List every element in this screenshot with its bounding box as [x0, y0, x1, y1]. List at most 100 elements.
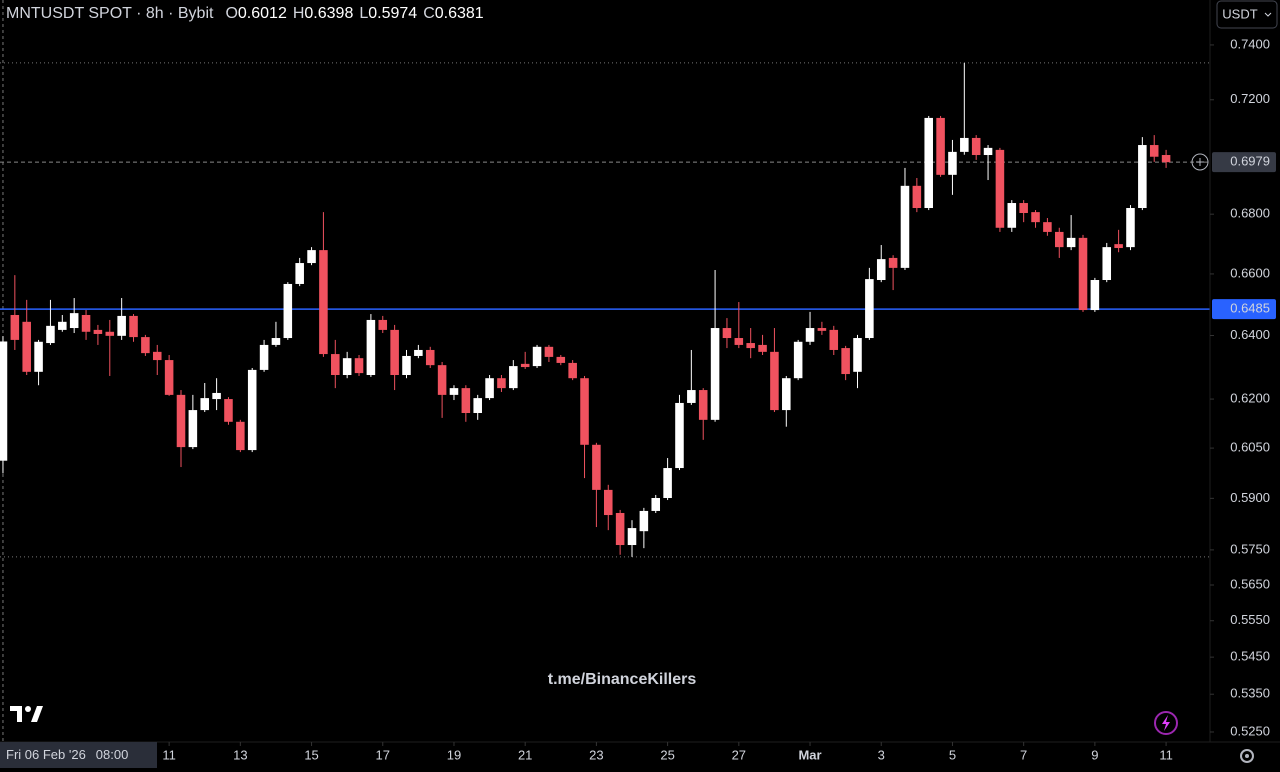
- y-tick-label: 0.5450: [1230, 649, 1270, 664]
- plus-circle[interactable]: [1191, 153, 1209, 171]
- candle-body: [10, 314, 20, 340]
- y-tick-label: 0.5250: [1230, 723, 1270, 738]
- price-label: 0.6485: [1230, 301, 1270, 316]
- x-tick-label: 11: [162, 747, 176, 762]
- candle-body: [342, 358, 352, 376]
- logo-part: [10, 706, 22, 722]
- candle-body: [556, 356, 566, 363]
- logo-part: [25, 706, 31, 712]
- candle-body: [224, 399, 233, 422]
- y-tick-label: 0.5750: [1230, 541, 1270, 556]
- candle-body: [544, 346, 554, 357]
- candle-body: [259, 344, 269, 370]
- candle-body: [485, 378, 494, 399]
- candle-body: [532, 346, 542, 367]
- candle-body: [307, 250, 316, 264]
- candle-body: [995, 149, 1005, 228]
- candle-body: [283, 283, 293, 339]
- candle-body: [805, 328, 815, 342]
- candle-body: [1102, 247, 1112, 281]
- candle-body: [295, 263, 304, 284]
- candle-body: [722, 328, 732, 339]
- candle-body: [675, 402, 684, 469]
- candle-body: [390, 329, 399, 376]
- candle-body: [651, 498, 661, 511]
- x-tick-label: 11: [1159, 747, 1173, 762]
- candle-body: [912, 185, 922, 209]
- y-tick-label: 0.6400: [1230, 327, 1270, 342]
- candle-body: [81, 314, 91, 332]
- currency-label[interactable]: USDT: [1222, 6, 1257, 21]
- candle-body: [1078, 237, 1088, 311]
- candle-body: [319, 250, 328, 355]
- y-tick-label: 0.6600: [1230, 265, 1270, 280]
- candle-body: [354, 358, 364, 374]
- plus-sign[interactable]: [1196, 158, 1204, 166]
- candle-body: [212, 392, 221, 400]
- candle-body: [129, 315, 138, 338]
- currency-button[interactable]: USDT: [1216, 0, 1278, 29]
- gear-hub[interactable]: [1245, 754, 1249, 758]
- y-tick-label: 0.7200: [1230, 91, 1270, 106]
- price-label-box: [1212, 299, 1276, 320]
- currency-box[interactable]: [1216, 0, 1278, 29]
- candle-body: [592, 444, 601, 490]
- candle-body: [663, 468, 672, 499]
- candle-body: [1043, 222, 1052, 232]
- candle-body: [473, 398, 482, 414]
- candle-body: [331, 354, 340, 376]
- candle-body: [247, 369, 257, 451]
- x-tick-label: 7: [1020, 747, 1027, 762]
- legend-key: L: [359, 5, 368, 22]
- icon-bolt[interactable]: [1162, 715, 1170, 731]
- candle-body: [164, 360, 174, 395]
- candle-body: [437, 365, 447, 395]
- candle-body: [900, 185, 910, 268]
- candle-body: [236, 421, 245, 451]
- candle-body: [971, 137, 981, 156]
- x-tick-label: 3: [878, 747, 885, 762]
- gear[interactable]: [1240, 749, 1254, 763]
- candle-body: [983, 147, 993, 156]
- candle-body: [69, 313, 79, 329]
- candle-body: [734, 338, 744, 345]
- legend-key: H: [293, 5, 305, 22]
- candle-body: [960, 137, 969, 152]
- candle-body: [188, 410, 198, 448]
- candle-body: [34, 341, 43, 372]
- candle-body: [1090, 280, 1100, 311]
- x-tick-label: 25: [660, 747, 674, 762]
- x-tick-label: 19: [447, 747, 461, 762]
- candle-body: [58, 321, 67, 330]
- tv-logo: [10, 706, 43, 722]
- legend-key: C: [423, 5, 435, 22]
- candle-body: [936, 117, 945, 175]
- add-alert[interactable]: [1191, 153, 1209, 171]
- candle-body: [366, 319, 376, 376]
- y-tick-label: 0.5350: [1230, 686, 1270, 701]
- candle-body: [876, 259, 886, 281]
- candle-body: [924, 117, 933, 209]
- lightning-icon[interactable]: [1154, 711, 1178, 735]
- candle-body: [93, 329, 103, 334]
- legend: MNTUSDT SPOT · 8h · Bybit O0.6012 H0.6398 L…: [6, 5, 484, 22]
- candle-body: [603, 489, 613, 516]
- y-tick-label: 0.7400: [1230, 36, 1270, 51]
- candle-body: [639, 510, 649, 532]
- x-tick-label: 27: [732, 747, 746, 762]
- y-tick-label: 0.5650: [1230, 576, 1270, 591]
- candle-body: [22, 321, 31, 372]
- candle-body: [0, 341, 8, 461]
- candle-body: [829, 329, 839, 350]
- x-tick-label: 17: [376, 747, 390, 762]
- y-tick-label: 0.6800: [1230, 206, 1270, 221]
- candle-body: [948, 151, 957, 175]
- dropdown-arrow[interactable]: [1264, 12, 1272, 17]
- y-tick-label: 0.6050: [1230, 440, 1270, 455]
- settings-icon[interactable]: [1240, 749, 1254, 763]
- icon-ring[interactable]: [1154, 711, 1178, 735]
- candle-body: [1007, 203, 1017, 228]
